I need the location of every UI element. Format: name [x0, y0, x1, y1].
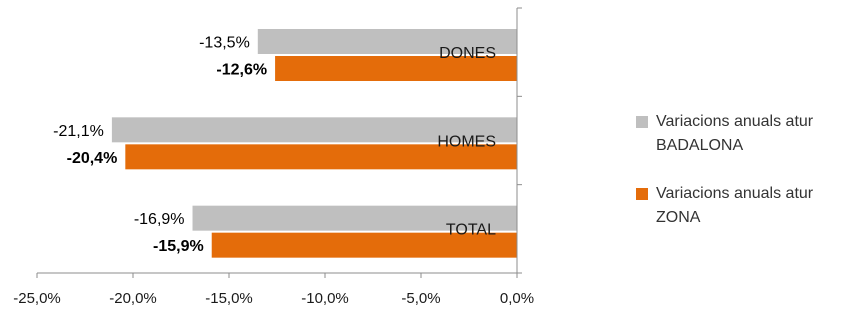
data-label-badalona-dones: -13,5% — [199, 35, 250, 52]
legend-swatch-badalona — [636, 116, 648, 128]
data-label-zona-total: -15,9% — [153, 238, 204, 255]
legend: Variacions anuals atur BADALONA Variacio… — [636, 110, 861, 254]
category-label-total: TOTAL — [446, 222, 496, 239]
legend-label-zona-line2: ZONA — [656, 209, 701, 226]
bar-badalona-homes — [111, 117, 517, 143]
bar-zona-dones — [275, 56, 517, 81]
legend-item-badalona: Variacions anuals atur BADALONA — [636, 110, 861, 158]
legend-swatch-zona — [636, 188, 648, 200]
bar-zona-homes — [125, 144, 517, 170]
x-tick-label: 0,0% — [500, 290, 534, 307]
bar-zona-total — [211, 232, 517, 258]
data-label-zona-dones: -12,6% — [216, 62, 267, 79]
bar-badalona-total — [192, 205, 517, 231]
legend-label-badalona-line2: BADALONA — [656, 137, 744, 154]
x-tick-label: -25,0% — [13, 290, 61, 307]
legend-label-badalona-line1: Variacions anuals atur — [656, 113, 814, 130]
data-label-badalona-homes: -21,1% — [53, 123, 104, 140]
bar-badalona-dones — [257, 29, 517, 54]
category-label-dones: DONES — [439, 45, 496, 62]
x-tick-label: -5,0% — [401, 290, 440, 307]
x-tick-label: -20,0% — [109, 290, 157, 307]
category-label-homes: HOMES — [437, 133, 496, 150]
data-label-badalona-total: -16,9% — [134, 211, 185, 228]
data-label-zona-homes: -20,4% — [67, 150, 118, 167]
legend-label-zona-line1: Variacions anuals atur — [656, 185, 814, 202]
x-tick-label: -10,0% — [301, 290, 349, 307]
x-tick-label: -15,0% — [205, 290, 253, 307]
legend-item-zona: Variacions anuals atur ZONA — [636, 182, 861, 230]
